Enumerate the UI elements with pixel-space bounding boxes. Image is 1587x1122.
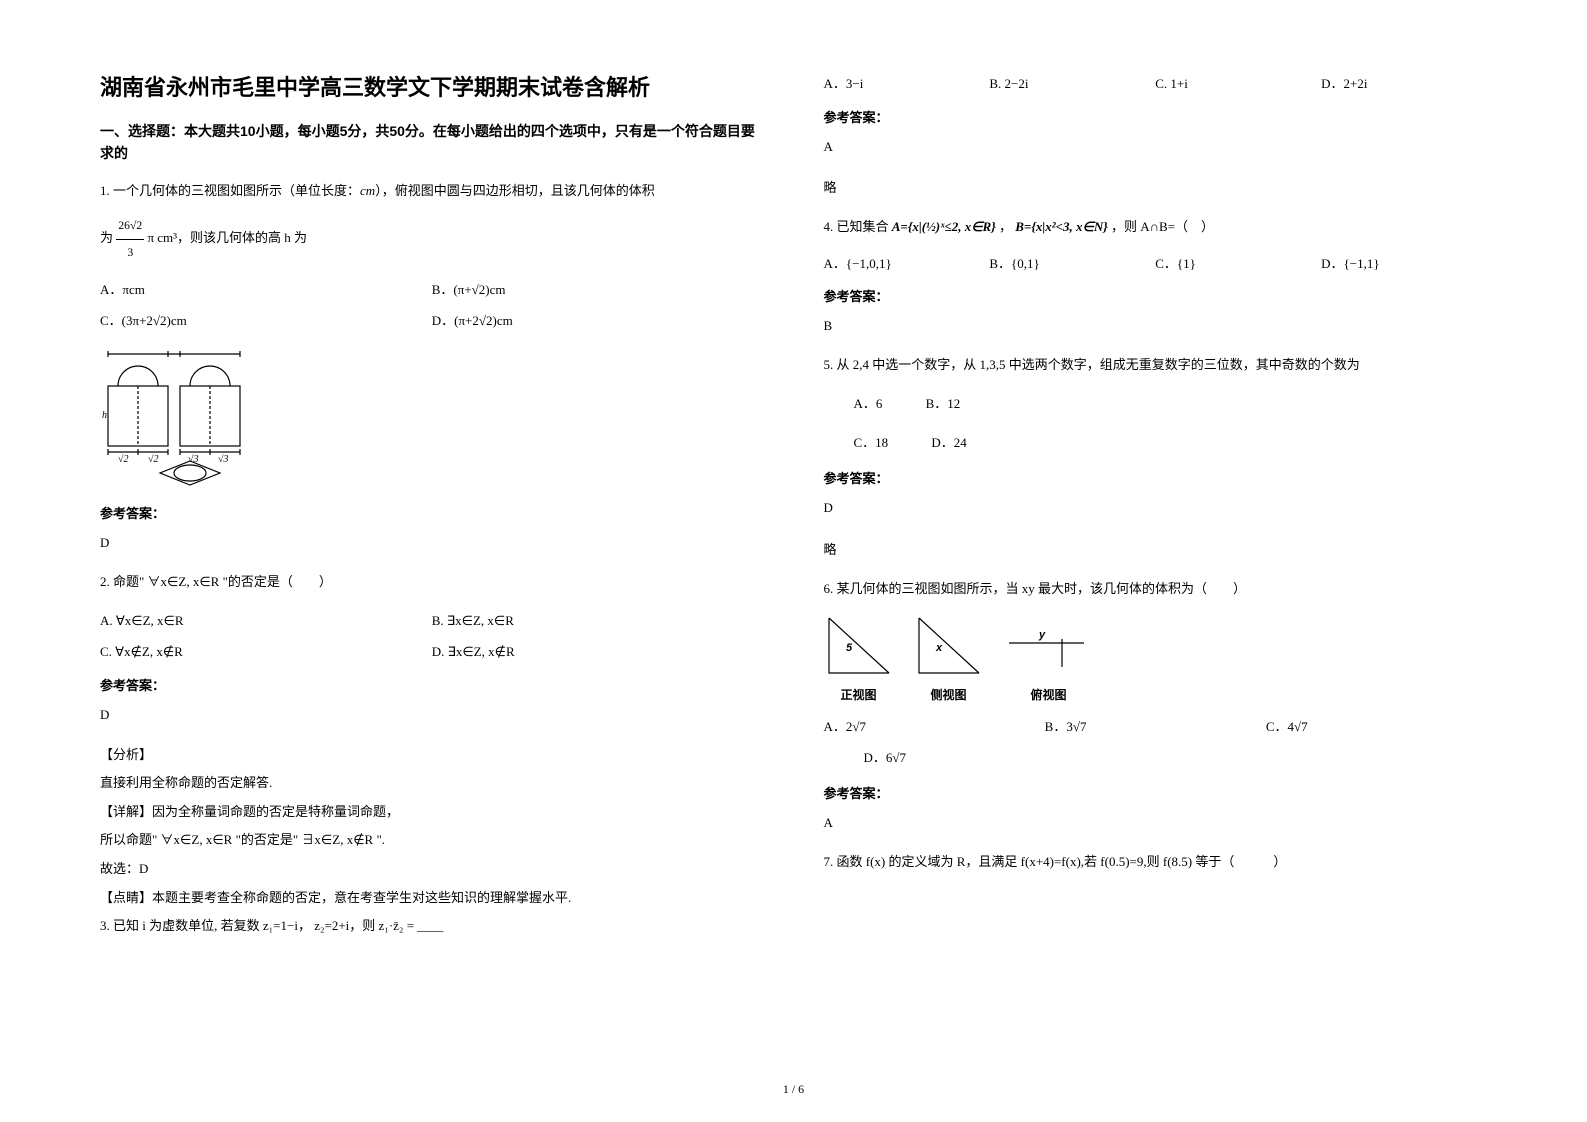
q6-options-row1: A．2√7 B．3√7 C．4√7 [824,713,1488,742]
q6-view1-label: 正视图 [824,686,894,703]
q1-opt-b: B．(π+√2)cm [432,274,764,305]
q1-frac-num: 26√2 [116,213,144,240]
q4-answer: B [824,310,1488,341]
q5-brief: 略 [824,534,1488,565]
q1-opt-c: C．(3π+2√2)cm [100,305,432,336]
q4-answer-label: 参考答案： [824,284,1488,310]
q6-stem: 6. 某几何体的三视图如图所示，当 xy 最大时，该几何体的体积为（ ） [824,575,1488,604]
q6-opt-c: C．4√7 [1266,713,1487,742]
q6-answer: A [824,807,1488,838]
q2-analysis-label: 【分析】 [100,741,764,770]
q5-answer-label: 参考答案： [824,466,1488,492]
q6-opt-d: D．6√7 [864,742,907,773]
svg-text:y: y [1038,629,1046,641]
q6-diagram: 5 正视图 x 侧视图 [824,613,1488,703]
q2-detail-3: 故选：D [100,855,764,884]
q4-opt-c: C．{1} [1155,250,1321,279]
q1-stem2-prefix: 为 [100,231,113,246]
q1-stem: 1. 一个几何体的三视图如图所示（单位长度：cm），俯视图中圆与四边形相切，且该… [100,177,764,206]
q5-stem: 5. 从 2,4 中选一个数字，从 1,3,5 中选两个数字，组成无重复数字的三… [824,351,1488,380]
q1-opt-d: D．(π+2√2)cm [432,305,764,336]
q3-opt-a: A．3−i [824,70,990,99]
svg-text:x: x [935,642,943,654]
q3-answer-label: 参考答案： [824,105,1488,131]
q2-detail-label: 【详解】因为全称量词命题的否定是特称量词命题， [100,798,764,827]
q6-view2-label: 侧视图 [914,686,984,703]
q4-mid: ， [999,219,1012,234]
q3-opt-c: C. 1+i [1155,70,1321,99]
q2-analysis-1: 直接利用全称命题的否定解答. [100,769,764,798]
q5-opt-d: D．24 [931,427,966,458]
q4-set-b: B={x|x²<3, x∈N} [1015,219,1108,234]
q7-stem: 7. 函数 f(x) 的定义域为 R，且满足 f(x+4)=f(x),若 f(0… [824,848,1488,877]
svg-text:√2: √2 [148,454,159,465]
q1-answer: D [100,527,764,558]
svg-text:√2: √2 [118,454,129,465]
svg-text:5: 5 [846,642,853,654]
q1-answer-label: 参考答案： [100,501,764,527]
page-number: 1 / 6 [783,1082,804,1097]
q5-opt-a: A．6 [854,388,883,419]
q1-stem2-mid: π cm³，则该几何体的高 h 为 [147,231,307,246]
q1-stem-suffix: ），俯视图中圆与四边形相切，且该几何体的体积 [375,183,655,198]
q2-answer: D [100,699,764,730]
section-1-header: 一、选择题：本大题共10小题，每小题5分，共50分。在每小题给出的四个选项中，只… [100,120,764,165]
q1-diagram: h √2 √2 √3 √3 [100,346,764,491]
q3-brief: 略 [824,172,1488,203]
q4-options: A．{−1,0,1} B．{0,1} C．{1} D．{−1,1} [824,250,1488,279]
q2-opt-d: D. ∃x∈Z, x∉R [432,636,764,667]
q2-point: 【点睛】本题主要考查全称命题的否定，意在考查学生对这些知识的理解掌握水平. [100,884,764,913]
q4-opt-a: A．{−1,0,1} [824,250,990,279]
svg-text:√3: √3 [218,454,229,465]
q3-opt-d: D．2+2i [1321,70,1487,99]
q1-options: A．πcm B．(π+√2)cm C．(3π+2√2)cm D．(π+2√2)c… [100,274,764,336]
svg-text:h: h [102,410,107,421]
q1-stem-prefix: 1. 一个几何体的三视图如图所示（单位长度： [100,183,360,198]
q1-unit: cm [360,183,375,198]
exam-title: 湖南省永州市毛里中学高三数学文下学期期末试卷含解析 [100,70,764,102]
q5-options-row2: C．18 D．24 [824,427,1488,458]
q2-opt-a: A. ∀x∈Z, x∈R [100,605,432,636]
q3-options: A．3−i B. 2−2i C. 1+i D．2+2i [824,70,1488,99]
q6-options-row2: D．6√7 [824,742,1488,773]
q2-stem: 2. 命题" ∀x∈Z, x∈R "的否定是（ ） [100,568,764,597]
q5-answer: D [824,492,1488,523]
q3-answer: A [824,131,1488,162]
q4-prefix: 4. 已知集合 [824,219,889,234]
q2-options: A. ∀x∈Z, x∈R B. ∃x∈Z, x∈R C. ∀x∉Z, x∉R D… [100,605,764,667]
q3-stem: 3. 已知 i 为虚数单位, 若复数 z₁=1−i， z₂=2+i，则 z₁·z… [100,912,764,941]
q4-opt-d: D．{−1,1} [1321,250,1487,279]
q2-detail-2: 所以命题" ∀x∈Z, x∈R "的否定是" ∃x∈Z, x∉R ". [100,826,764,855]
q6-answer-label: 参考答案： [824,781,1488,807]
q6-view3-label: 俯视图 [1004,686,1094,703]
q2-opt-b: B. ∃x∈Z, x∈R [432,605,764,636]
q4-set-a: A={x|(½)ˣ≤2, x∈R} [892,219,996,234]
q5-options-row1: A．6 B．12 [824,388,1488,419]
q4-opt-b: B．{0,1} [989,250,1155,279]
q1-opt-a: A．πcm [100,274,432,305]
q6-opt-b: B．3√7 [1045,713,1266,742]
svg-text:√3: √3 [188,454,199,465]
q4-suffix: ，则 A∩B=（ ） [1111,219,1214,234]
q1-stem-2: 为 26√2 3 π cm³，则该几何体的高 h 为 [100,213,764,265]
q6-opt-a: A．2√7 [824,713,1045,742]
q1-frac-den: 3 [116,240,144,266]
q2-opt-c: C. ∀x∉Z, x∉R [100,636,432,667]
q3-opt-b: B. 2−2i [989,70,1155,99]
q5-opt-c: C．18 [854,427,889,458]
q2-answer-label: 参考答案： [100,673,764,699]
q5-opt-b: B．12 [926,388,961,419]
q4-stem: 4. 已知集合 A={x|(½)ˣ≤2, x∈R} ， B={x|x²<3, x… [824,213,1488,242]
